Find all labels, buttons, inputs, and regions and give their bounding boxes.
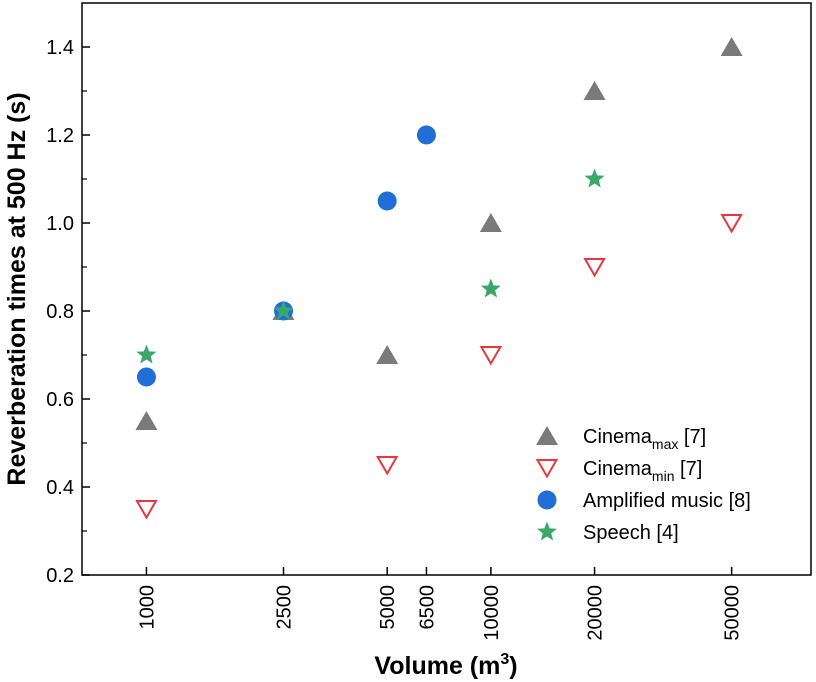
y-tick-label: 1.4 bbox=[46, 37, 74, 59]
y-tick-label: 1.2 bbox=[46, 125, 74, 147]
amplified-music-point bbox=[377, 191, 397, 211]
speech-point bbox=[584, 168, 605, 188]
cinema-max-legend-marker bbox=[536, 426, 558, 445]
amplified-music-point bbox=[136, 367, 156, 387]
speech-legend-marker bbox=[537, 521, 557, 541]
speech-legend-label: Speech [4] bbox=[583, 522, 679, 544]
cinema-min-point bbox=[479, 346, 503, 366]
cinema-max-point bbox=[479, 213, 502, 232]
data-marks bbox=[135, 37, 743, 520]
x-tick-label: 5000 bbox=[377, 585, 399, 630]
x-tick-label: 20000 bbox=[585, 585, 607, 641]
x-tick-label: 1000 bbox=[136, 585, 158, 630]
cinema-max-point bbox=[720, 37, 743, 56]
x-axis: 1000 2500 5000 6500 10000 20000 50000 bbox=[136, 567, 744, 641]
cinema-max-point bbox=[376, 345, 399, 364]
y-axis: 0.2 0.4 0.6 0.8 1.0 1.2 1.4 bbox=[46, 37, 90, 587]
y-tick-label: 0.2 bbox=[46, 565, 74, 587]
amplified-music-legend-marker bbox=[537, 490, 557, 510]
x-tick-label: 2500 bbox=[274, 585, 296, 630]
y-axis-title: Reverberation times at 500 Hz (s) bbox=[3, 92, 31, 485]
x-tick-label: 6500 bbox=[416, 585, 438, 630]
amplified-music-point bbox=[416, 125, 436, 145]
x-axis-title-sup: 3 bbox=[500, 651, 509, 668]
x-axis-title: Volume (m3) bbox=[374, 651, 517, 680]
x-tick-label: 10000 bbox=[481, 585, 503, 641]
plot-frame bbox=[81, 2, 812, 576]
y-tick-label: 0.6 bbox=[46, 389, 74, 411]
speech-point bbox=[136, 344, 157, 364]
legend: Cinemamax [7] Cinemamin [7] Amplified musi… bbox=[535, 426, 751, 544]
x-tick-label: 50000 bbox=[722, 585, 744, 641]
cinema-max-legend-label: Cinemamax [7] bbox=[583, 426, 706, 452]
x-axis-title-main: Volume (m bbox=[374, 652, 500, 680]
speech-point bbox=[273, 300, 294, 320]
cinema-max-point bbox=[135, 411, 158, 430]
cinema-min-point bbox=[720, 214, 743, 234]
cinema-min-point bbox=[375, 456, 399, 476]
y-tick-label: 0.4 bbox=[46, 477, 74, 499]
x-axis-title-close: ) bbox=[509, 652, 517, 680]
cinema-min-legend-marker bbox=[535, 459, 559, 479]
cinema-max-point bbox=[583, 81, 606, 100]
y-tick-label: 1.0 bbox=[46, 213, 74, 235]
y-tick-label: 0.8 bbox=[46, 301, 74, 323]
speech-point bbox=[480, 278, 501, 298]
cinema-min-point bbox=[583, 258, 606, 278]
amplified-music-legend-label: Amplified music [8] bbox=[583, 490, 751, 512]
cinema-min-legend-label: Cinemamin [7] bbox=[583, 458, 702, 484]
cinema-min-point bbox=[135, 500, 158, 520]
